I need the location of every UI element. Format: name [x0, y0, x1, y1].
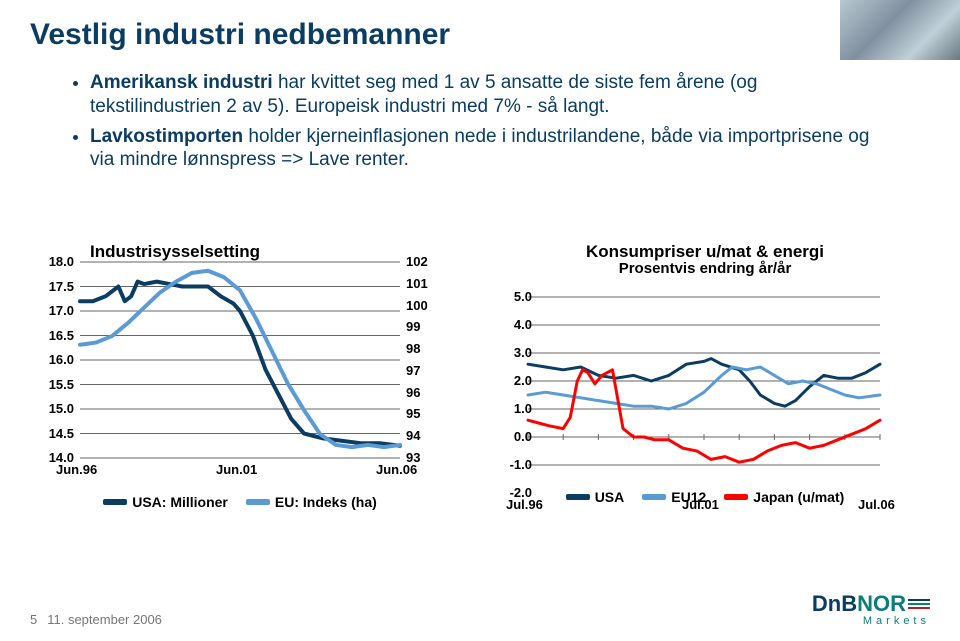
x-label: Jul.06 [858, 497, 895, 512]
x-label: Jun.96 [56, 462, 97, 477]
y-right-label: 100 [406, 298, 428, 313]
logo-nor: NOR [857, 591, 906, 617]
y-right-label: 99 [406, 319, 420, 334]
y-label: 0.0 [514, 429, 532, 444]
page-number: 5 [30, 612, 37, 627]
y-left-label: 18.0 [49, 254, 74, 269]
y-left-label: 14.5 [49, 426, 74, 441]
bullet-lead: Lavkostimporten [90, 126, 243, 147]
charts-row: Industrisysselsetting 18.017.517.016.516… [30, 242, 930, 510]
legend-item: EU: Indeks (ha) [246, 494, 377, 510]
y-label: -1.0 [510, 457, 532, 472]
y-label: 5.0 [514, 289, 532, 304]
chart-right-plot: 5.04.03.02.01.00.0-1.0-2.0Jul.96Jul.01Ju… [480, 283, 930, 483]
y-left-label: 16.5 [49, 328, 74, 343]
legend-item: USA [566, 489, 625, 505]
footer-left: 5 11. september 2006 [30, 612, 162, 627]
y-left-label: 17.5 [49, 279, 74, 294]
logo-top: DnBNOR [812, 591, 930, 617]
footer: 5 11. september 2006 DnBNOR Markets [30, 591, 930, 627]
y-label: 3.0 [514, 345, 532, 360]
bullet-item: Lavkostimporten holder kjerneinflasjonen… [90, 125, 870, 173]
legend-item: USA: Millioner [103, 494, 228, 510]
y-right-label: 98 [406, 341, 420, 356]
y-left-label: 16.0 [49, 352, 74, 367]
chart-right-title: Konsumpriser u/mat & energi [480, 242, 930, 262]
logo-lines-icon [908, 597, 930, 611]
y-label: 2.0 [514, 373, 532, 388]
bullet-lead: Amerikansk industri [90, 72, 273, 93]
chart-left: Industrisysselsetting 18.017.517.016.516… [30, 242, 450, 510]
slide-title: Vestlig industri nedbemanner [30, 18, 930, 52]
chart-right-subtitle: Prosentvis endring år/år [480, 260, 930, 277]
y-right-label: 95 [406, 406, 420, 421]
logo-unit: Markets [863, 615, 930, 627]
logo: DnBNOR Markets [812, 591, 930, 627]
y-label: 4.0 [514, 317, 532, 332]
y-left-label: 15.0 [49, 401, 74, 416]
bullet-item: Amerikansk industri har kvittet seg med … [90, 71, 870, 119]
y-right-label: 101 [406, 276, 428, 291]
bullet-list: Amerikansk industri har kvittet seg med … [50, 71, 930, 172]
chart-left-plot: Industrisysselsetting 18.017.517.016.516… [30, 248, 450, 488]
x-label: Jul.96 [506, 497, 543, 512]
y-right-label: 97 [406, 363, 420, 378]
chart-right: Konsumpriser u/mat & energi Prosentvis e… [480, 242, 930, 510]
x-label: Jun.01 [216, 462, 257, 477]
slide: Vestlig industri nedbemanner Amerikansk … [0, 0, 960, 201]
chart-left-legend: USA: Millioner EU: Indeks (ha) [30, 494, 450, 510]
footer-date: 11. september 2006 [47, 612, 162, 627]
y-right-label: 94 [406, 428, 420, 443]
y-left-label: 15.5 [49, 377, 74, 392]
y-label: 1.0 [514, 401, 532, 416]
y-right-label: 96 [406, 385, 420, 400]
x-label: Jul.01 [682, 497, 719, 512]
logo-dnb: DnB [812, 591, 857, 617]
x-label: Jun.06 [376, 462, 417, 477]
y-right-label: 102 [406, 254, 428, 269]
y-left-label: 17.0 [49, 303, 74, 318]
legend-item: Japan (u/mat) [724, 489, 844, 505]
